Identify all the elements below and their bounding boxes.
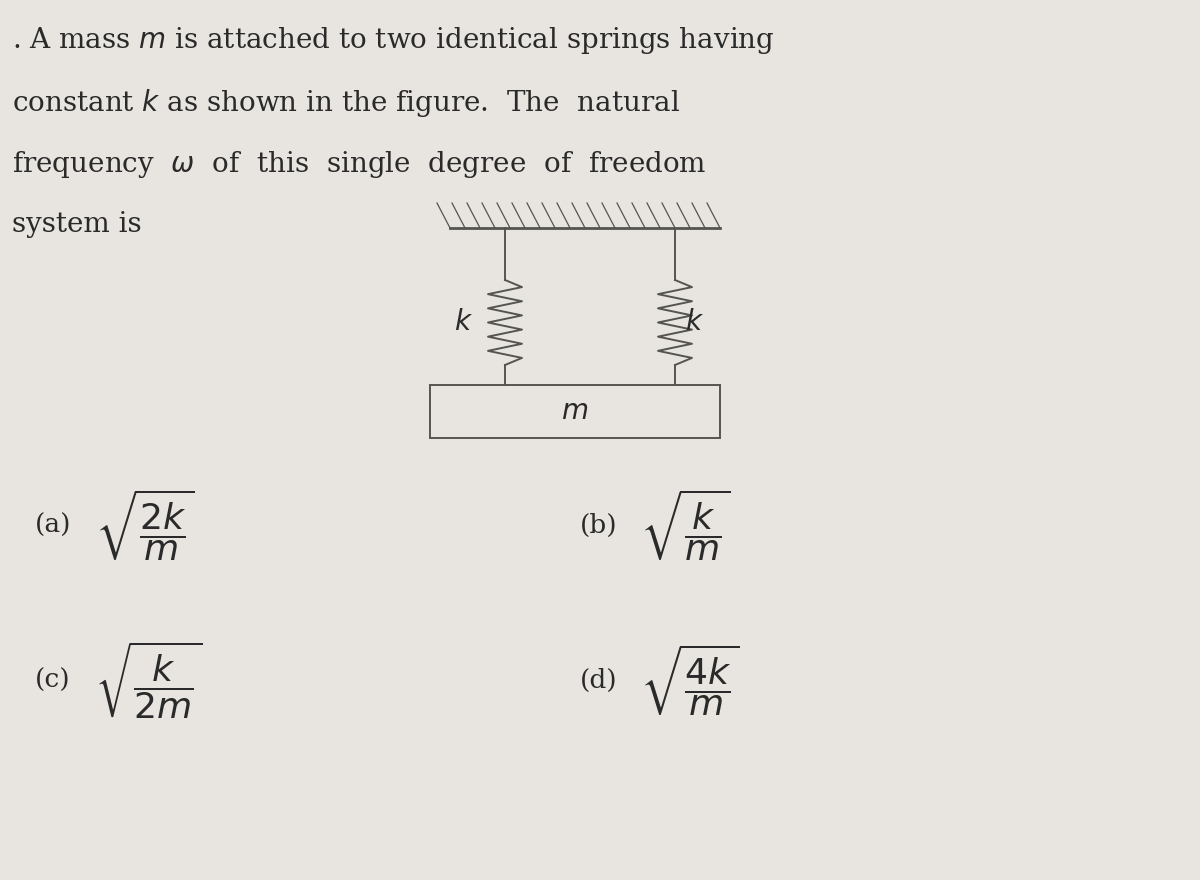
Text: constant $k$ as shown in the figure.  The  natural: constant $k$ as shown in the figure. The… xyxy=(12,87,680,119)
Text: system is: system is xyxy=(12,211,142,238)
Text: $\sqrt{\dfrac{k}{2m}}$: $\sqrt{\dfrac{k}{2m}}$ xyxy=(95,639,203,721)
Text: (b): (b) xyxy=(580,512,618,538)
Text: $k$: $k$ xyxy=(685,309,704,336)
Text: frequency  $\omega$  of  this  single  degree  of  freedom: frequency $\omega$ of this single degree… xyxy=(12,149,707,180)
Text: . A mass $m$ is attached to two identical springs having: . A mass $m$ is attached to two identica… xyxy=(12,25,775,56)
Bar xyxy=(430,385,720,438)
Text: (d): (d) xyxy=(580,668,618,693)
Text: (c): (c) xyxy=(35,668,71,693)
Text: (a): (a) xyxy=(35,512,72,538)
Text: $k$: $k$ xyxy=(454,309,473,336)
Text: $\sqrt{\dfrac{4k}{m}}$: $\sqrt{\dfrac{4k}{m}}$ xyxy=(640,642,739,718)
Text: $\sqrt{\dfrac{2k}{m}}$: $\sqrt{\dfrac{2k}{m}}$ xyxy=(95,487,194,563)
Text: $m$: $m$ xyxy=(562,398,588,425)
Text: $\sqrt{\dfrac{k}{m}}$: $\sqrt{\dfrac{k}{m}}$ xyxy=(640,487,731,563)
